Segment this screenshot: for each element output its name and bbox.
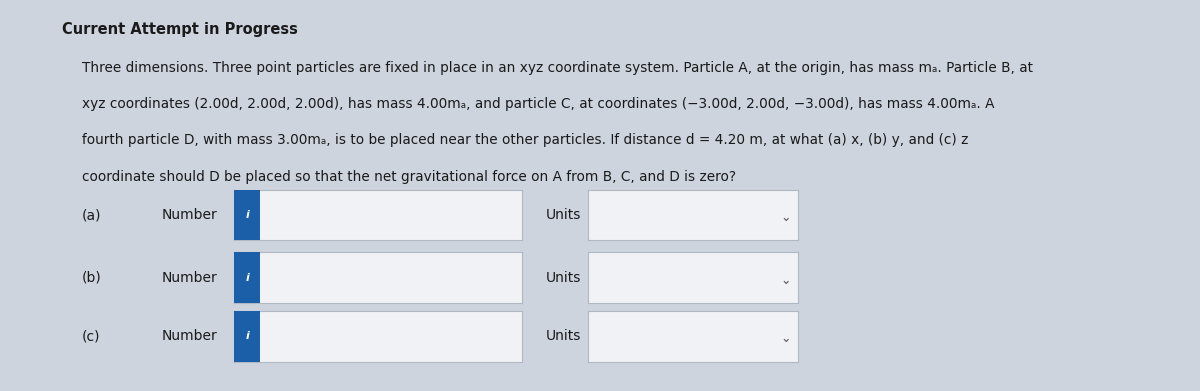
Text: (c): (c) xyxy=(82,329,100,343)
Text: Units: Units xyxy=(546,208,581,222)
Text: Three dimensions. Three point particles are fixed in place in an xyz coordinate : Three dimensions. Three point particles … xyxy=(82,61,1032,75)
Text: xyz coordinates (2.00d, 2.00d, 2.00d), has mass 4.00mₐ, and particle C, at coord: xyz coordinates (2.00d, 2.00d, 2.00d), h… xyxy=(82,97,994,111)
Text: ⌄: ⌄ xyxy=(780,211,791,224)
Text: fourth particle D, with mass 3.00mₐ, is to be placed near the other particles. I: fourth particle D, with mass 3.00mₐ, is … xyxy=(82,133,968,147)
Text: Number: Number xyxy=(162,208,217,222)
Text: Number: Number xyxy=(162,329,217,343)
Text: i: i xyxy=(245,331,250,341)
Text: (b): (b) xyxy=(82,271,101,285)
Text: Units: Units xyxy=(546,329,581,343)
Text: Units: Units xyxy=(546,271,581,285)
Text: ⌄: ⌄ xyxy=(780,332,791,345)
Text: i: i xyxy=(245,273,250,283)
Text: Number: Number xyxy=(162,271,217,285)
Bar xyxy=(234,190,260,240)
Text: (a): (a) xyxy=(82,208,101,222)
Bar xyxy=(234,252,260,303)
Text: ⌄: ⌄ xyxy=(780,274,791,287)
Text: Current Attempt in Progress: Current Attempt in Progress xyxy=(62,22,299,36)
Text: coordinate should D be placed so that the net gravitational force on A from B, C: coordinate should D be placed so that th… xyxy=(82,170,736,184)
Text: i: i xyxy=(245,210,250,220)
Bar xyxy=(234,311,260,362)
